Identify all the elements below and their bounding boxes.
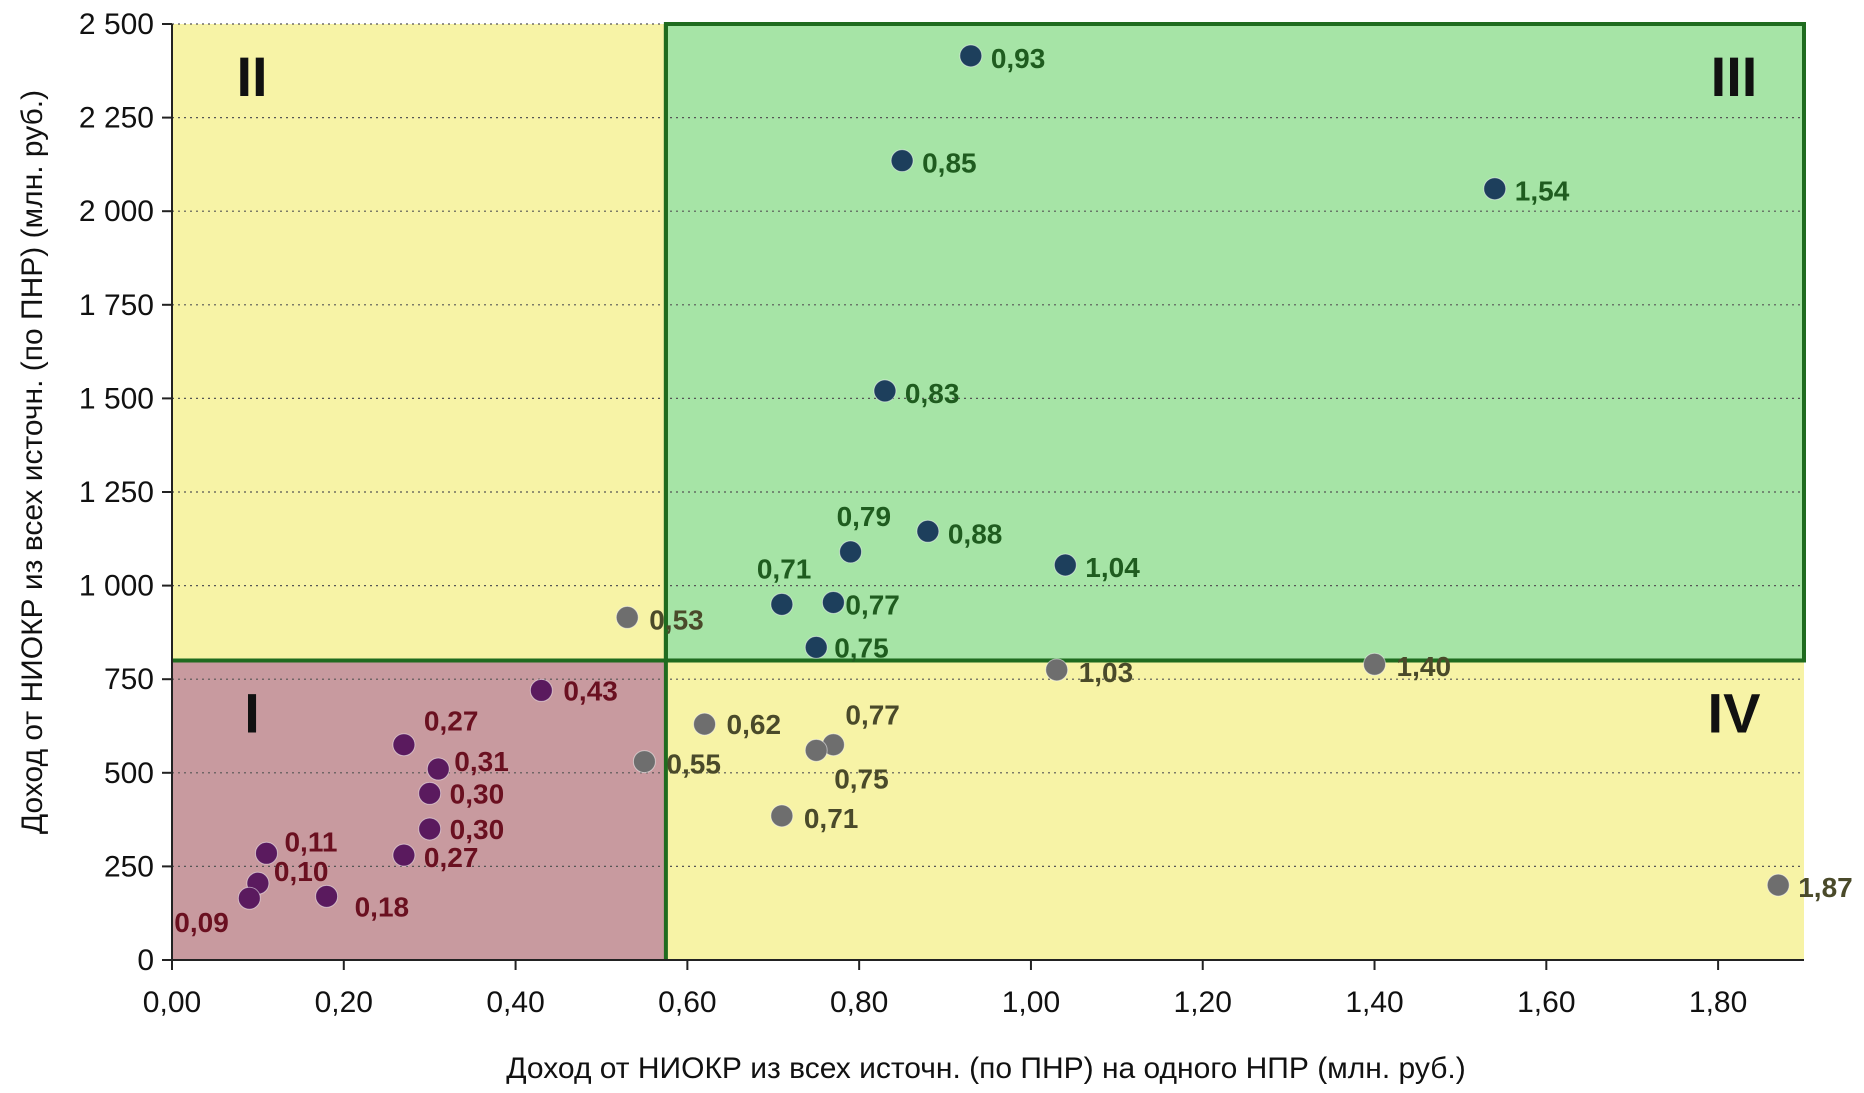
- data-label: 0,71: [757, 553, 812, 584]
- data-point: [615, 605, 639, 629]
- quadrant-iv-label: IV: [1708, 681, 1761, 744]
- quadrant-i-label: I: [244, 681, 260, 744]
- data-point: [1045, 658, 1069, 682]
- x-tick-label: 1,00: [1002, 986, 1060, 1019]
- quadrant-ii-label: II: [236, 45, 267, 108]
- x-tick-label: 1,60: [1517, 986, 1575, 1019]
- data-label: 0,31: [454, 746, 509, 777]
- y-tick-label: 1 000: [79, 570, 154, 603]
- x-tick-label: 0,80: [830, 986, 888, 1019]
- data-point: [804, 635, 828, 659]
- quadrant-iv-background: [665, 660, 1804, 960]
- data-point: [1766, 873, 1790, 897]
- data-label: 0,79: [837, 501, 892, 532]
- quadrant-iii-label: III: [1711, 45, 1758, 108]
- x-tick-label: 0,20: [315, 986, 373, 1019]
- data-label: 1,40: [1397, 651, 1452, 682]
- data-label: 0,77: [845, 589, 900, 620]
- data-point: [873, 379, 897, 403]
- y-tick-label: 1 500: [79, 382, 154, 415]
- data-point: [839, 540, 863, 564]
- quadrant-dividers: [172, 22, 1806, 960]
- data-label: 0,30: [450, 814, 505, 845]
- y-axis-title: Доход от НИОКР из всех источн. (по ПНР) …: [16, 90, 49, 834]
- data-label: 0,27: [424, 842, 479, 873]
- x-tick-label: 0,00: [143, 986, 201, 1019]
- x-tick-label: 0,40: [486, 986, 544, 1019]
- data-label: 0,11: [284, 826, 337, 857]
- data-label: 0,30: [450, 778, 505, 809]
- data-point: [693, 712, 717, 736]
- data-label: 0,09: [174, 907, 229, 938]
- data-point: [1483, 177, 1507, 201]
- data-point: [959, 44, 983, 68]
- data-label: 1,04: [1085, 552, 1140, 583]
- data-label: 0,77: [845, 700, 900, 731]
- data-point: [890, 149, 914, 173]
- quadrant-iii-background: [665, 24, 1804, 661]
- y-tick-label: 0: [137, 944, 154, 977]
- data-label: 0,93: [991, 43, 1046, 74]
- y-tick-label: 750: [104, 663, 154, 696]
- data-point: [254, 841, 278, 865]
- data-label: 0,75: [834, 763, 889, 794]
- data-point: [418, 781, 442, 805]
- data-label: 1,54: [1515, 176, 1570, 207]
- data-point-labels: 0,93 0,85 1,54 0,83 0,88 0,79 1,04 0,71 0,77 0,75…: [174, 43, 1852, 938]
- x-tick-label: 0,60: [658, 986, 716, 1019]
- data-label: 0,43: [563, 675, 618, 706]
- x-axis-title: Доход от НИОКР из всех источн. (по ПНР) …: [506, 1052, 1466, 1085]
- quadrant-backgrounds: [172, 24, 1804, 960]
- data-label: 1,03: [1079, 657, 1134, 688]
- axes: 0 250 500 750 1 000 1 250 1 500 1 750 2 000 2 250…: [79, 8, 1804, 1019]
- data-point: [237, 886, 261, 910]
- data-point: [1053, 553, 1077, 577]
- quadrant-i-background: [172, 660, 666, 960]
- data-label: 0,75: [834, 632, 889, 663]
- data-label: 0,27: [424, 706, 479, 737]
- data-point: [1363, 652, 1387, 676]
- data-label: 0,85: [922, 148, 977, 179]
- y-tick-label: 250: [104, 850, 154, 883]
- data-point: [916, 519, 940, 543]
- x-tick-label: 1,80: [1689, 986, 1747, 1019]
- data-label: 0,83: [905, 378, 960, 409]
- quadrant-iii-border: [663, 22, 1806, 663]
- y-tick-label: 2 250: [79, 102, 154, 135]
- quadrant-ii-background: [172, 24, 666, 661]
- data-label: 0,53: [649, 604, 704, 635]
- y-tick-label: 1 250: [79, 476, 154, 509]
- data-point: [529, 678, 553, 702]
- x-tick-label: 1,40: [1345, 986, 1403, 1019]
- data-label: 0,18: [355, 891, 410, 922]
- data-label: 0,10: [274, 856, 329, 887]
- data-point: [315, 884, 339, 908]
- y-tick-label: 2 500: [79, 8, 154, 41]
- data-label: 0,88: [948, 518, 1003, 549]
- data-point: [392, 733, 416, 757]
- data-point: [426, 757, 450, 781]
- y-tick-label: 2 000: [79, 195, 154, 228]
- data-point: [632, 750, 656, 774]
- data-point: [804, 738, 828, 762]
- data-label: 1,87: [1798, 872, 1853, 903]
- data-point: [392, 843, 416, 867]
- data-point: [770, 592, 794, 616]
- data-point: [418, 817, 442, 841]
- data-label: 0,71: [804, 803, 859, 834]
- x-tick-label: 1,20: [1174, 986, 1232, 1019]
- data-points: [237, 44, 1790, 910]
- data-label: 0,62: [727, 709, 782, 740]
- data-point: [821, 590, 845, 614]
- y-tick-label: 1 750: [79, 289, 154, 322]
- y-tick-label: 500: [104, 757, 154, 790]
- data-point: [770, 804, 794, 828]
- data-label: 0,55: [666, 749, 721, 780]
